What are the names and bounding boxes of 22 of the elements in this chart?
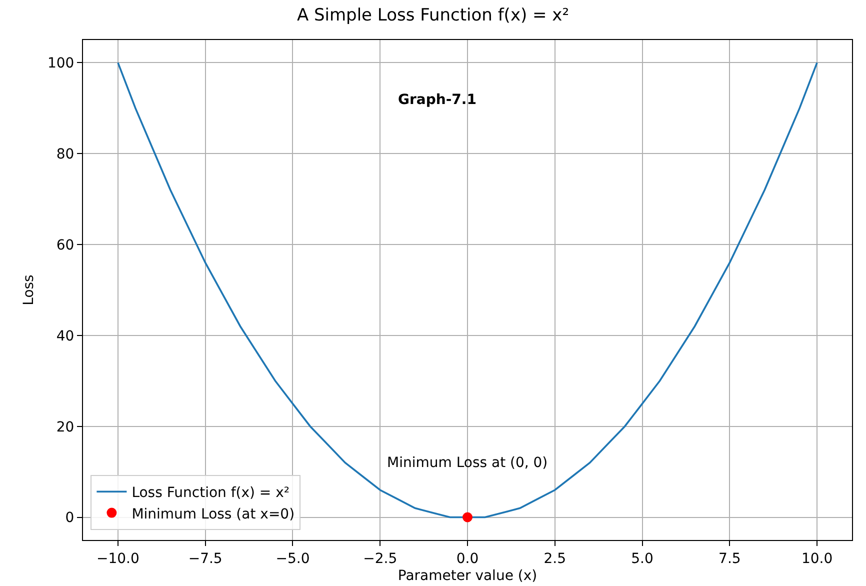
annotation: Graph-7.1 — [398, 92, 476, 108]
x-tick-label: −7.5 — [188, 550, 222, 567]
x-tick-label: −5.0 — [276, 550, 310, 567]
chart-title: A Simple Loss Function f(x) = x² — [296, 6, 570, 26]
annotation: Minimum Loss at (0, 0) — [387, 455, 548, 471]
x-tick-label: 5.0 — [631, 550, 654, 567]
x-tick-label: 2.5 — [544, 550, 566, 567]
x-tick-label: 7.5 — [718, 550, 741, 567]
y-tick-label: 100 — [47, 56, 74, 72]
y-axis-title: Loss — [21, 274, 38, 306]
y-tick-label: 60 — [56, 237, 74, 254]
legend-label: Minimum Loss (at x=0) — [132, 506, 295, 522]
legend-label: Loss Function f(x) = x² — [132, 485, 290, 502]
x-tick-label: −10.0 — [96, 550, 140, 567]
y-tick-label: 0 — [65, 510, 74, 526]
y-tick-label: 40 — [56, 328, 74, 344]
x-axis-title: Parameter value (x) — [398, 568, 538, 584]
x-tick-label: 0.0 — [456, 550, 479, 567]
y-tick-label: 20 — [56, 419, 74, 436]
x-tick-label: −2.5 — [363, 550, 398, 567]
x-tick-label: 10.0 — [801, 550, 833, 567]
y-tick-label: 80 — [56, 146, 74, 163]
